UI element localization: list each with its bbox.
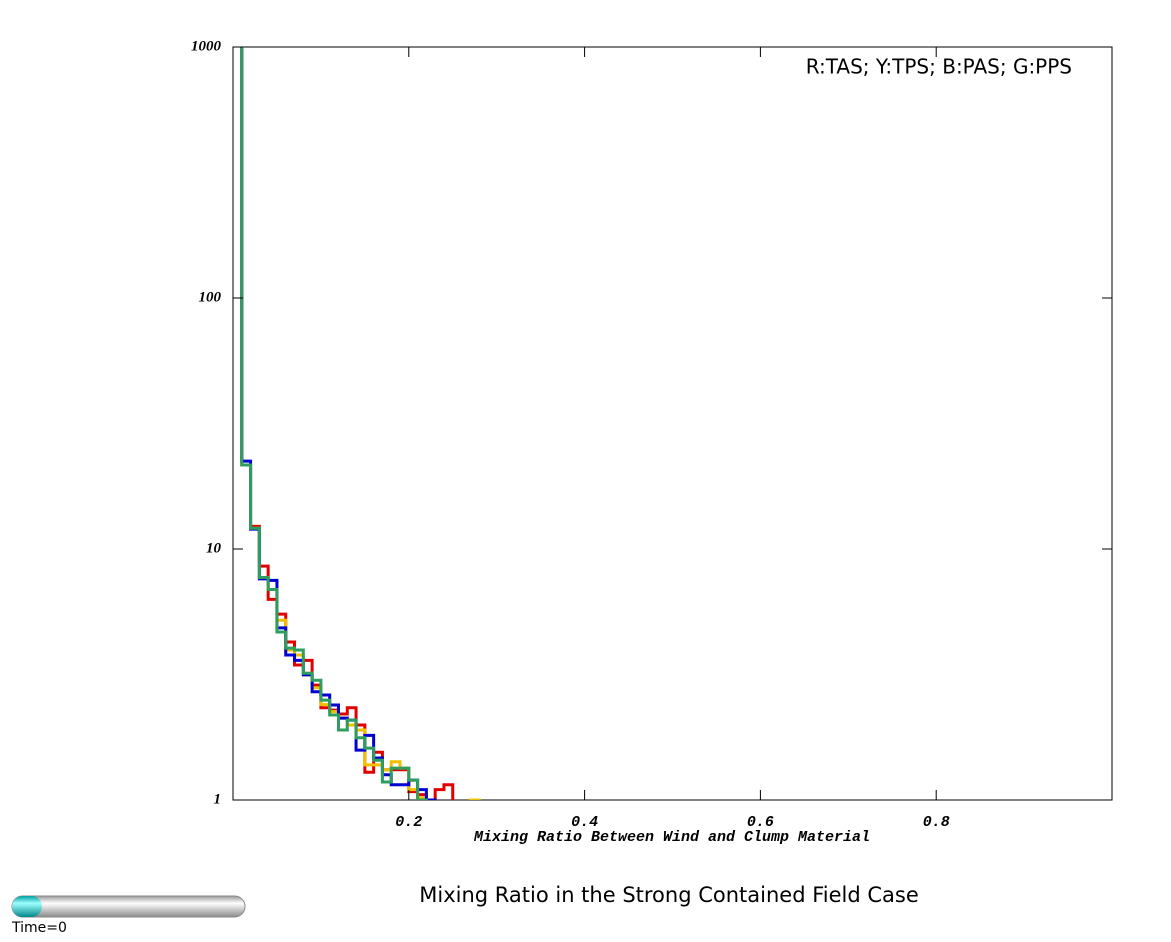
y-tick-label: 1 bbox=[214, 791, 222, 807]
x-tick-label: 0.8 bbox=[923, 814, 950, 831]
x-tick-label: 0.4 bbox=[571, 814, 598, 831]
time-slider[interactable] bbox=[11, 895, 246, 918]
y-tick-label: 1000 bbox=[191, 38, 222, 54]
chart-title: Mixing Ratio in the Strong Contained Fie… bbox=[419, 883, 919, 907]
x-tick-label: 0.2 bbox=[395, 814, 422, 831]
y-tick-label: 100 bbox=[199, 289, 222, 305]
legend-annotation: R:TAS; Y:TPS; B:PAS; G:PPS bbox=[806, 55, 1072, 79]
y-tick-label: 10 bbox=[206, 540, 222, 556]
slider-knob[interactable] bbox=[12, 896, 42, 917]
x-tick-label: 0.6 bbox=[747, 814, 774, 831]
x-axis-label: Mixing Ratio Between Wind and Clump Mate… bbox=[473, 829, 870, 846]
time-label: Time=0 bbox=[11, 920, 67, 936]
slider-track[interactable] bbox=[11, 895, 246, 918]
series-layer bbox=[240, 47, 481, 800]
histogram-step bbox=[240, 47, 428, 800]
plot-frame bbox=[232, 46, 1113, 801]
